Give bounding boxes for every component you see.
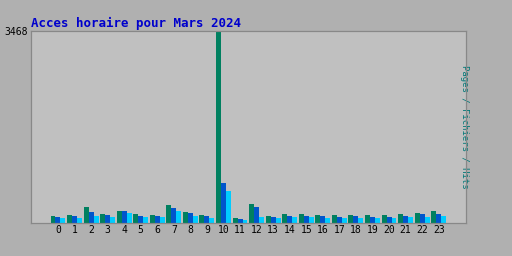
Bar bbox=[392, 218, 396, 223]
Bar bbox=[133, 214, 138, 223]
Bar bbox=[249, 204, 254, 223]
Bar bbox=[188, 213, 193, 223]
Bar bbox=[105, 215, 110, 223]
Bar bbox=[67, 215, 72, 223]
Bar bbox=[226, 191, 231, 223]
Bar bbox=[304, 216, 309, 223]
Bar bbox=[176, 211, 181, 223]
Bar bbox=[122, 211, 126, 223]
Bar bbox=[72, 216, 77, 223]
Bar bbox=[117, 211, 122, 223]
Bar bbox=[431, 211, 436, 223]
Bar bbox=[287, 216, 292, 223]
Bar bbox=[126, 213, 132, 223]
Bar bbox=[94, 216, 98, 223]
Bar bbox=[358, 218, 364, 223]
Bar bbox=[375, 218, 380, 223]
Bar bbox=[110, 217, 115, 223]
Bar bbox=[266, 216, 271, 223]
Bar bbox=[77, 218, 82, 223]
Bar bbox=[275, 218, 281, 223]
Bar bbox=[424, 217, 430, 223]
Bar bbox=[321, 216, 325, 223]
Bar bbox=[408, 217, 413, 223]
Bar bbox=[243, 220, 247, 223]
Bar bbox=[143, 217, 148, 223]
Bar bbox=[259, 217, 264, 223]
Bar bbox=[51, 216, 55, 223]
Text: Acces horaire pour Mars 2024: Acces horaire pour Mars 2024 bbox=[31, 16, 241, 29]
Bar bbox=[387, 217, 392, 223]
Bar bbox=[55, 217, 60, 223]
Bar bbox=[89, 212, 94, 223]
Bar bbox=[221, 183, 226, 223]
Bar bbox=[193, 216, 198, 223]
Bar bbox=[209, 218, 215, 223]
Bar bbox=[282, 214, 287, 223]
Bar bbox=[150, 215, 155, 223]
Bar bbox=[342, 218, 347, 223]
Bar bbox=[138, 216, 143, 223]
Bar bbox=[166, 205, 172, 223]
Bar bbox=[403, 216, 408, 223]
Bar bbox=[370, 217, 375, 223]
Bar bbox=[420, 215, 424, 223]
Bar bbox=[299, 214, 304, 223]
Bar bbox=[83, 207, 89, 223]
Bar bbox=[160, 217, 165, 223]
Bar bbox=[315, 215, 321, 223]
Bar bbox=[332, 215, 337, 223]
Bar bbox=[441, 216, 446, 223]
Bar bbox=[398, 214, 403, 223]
Bar bbox=[271, 217, 275, 223]
Bar bbox=[325, 218, 330, 223]
Bar bbox=[436, 214, 441, 223]
Bar bbox=[349, 215, 353, 223]
Bar bbox=[365, 215, 370, 223]
Bar bbox=[415, 213, 420, 223]
Bar bbox=[155, 216, 160, 223]
Bar bbox=[100, 214, 105, 223]
Bar bbox=[60, 218, 66, 223]
Bar bbox=[254, 207, 259, 223]
Bar bbox=[337, 217, 342, 223]
Bar bbox=[204, 216, 209, 223]
Bar bbox=[232, 218, 238, 223]
Bar bbox=[172, 208, 176, 223]
Bar bbox=[216, 31, 221, 223]
Bar bbox=[292, 217, 297, 223]
Bar bbox=[183, 212, 188, 223]
Bar bbox=[200, 215, 204, 223]
Bar bbox=[353, 216, 358, 223]
Bar bbox=[381, 215, 387, 223]
Bar bbox=[309, 217, 314, 223]
Y-axis label: Pages / Fichiers / Hits: Pages / Fichiers / Hits bbox=[460, 65, 468, 188]
Bar bbox=[238, 219, 243, 223]
